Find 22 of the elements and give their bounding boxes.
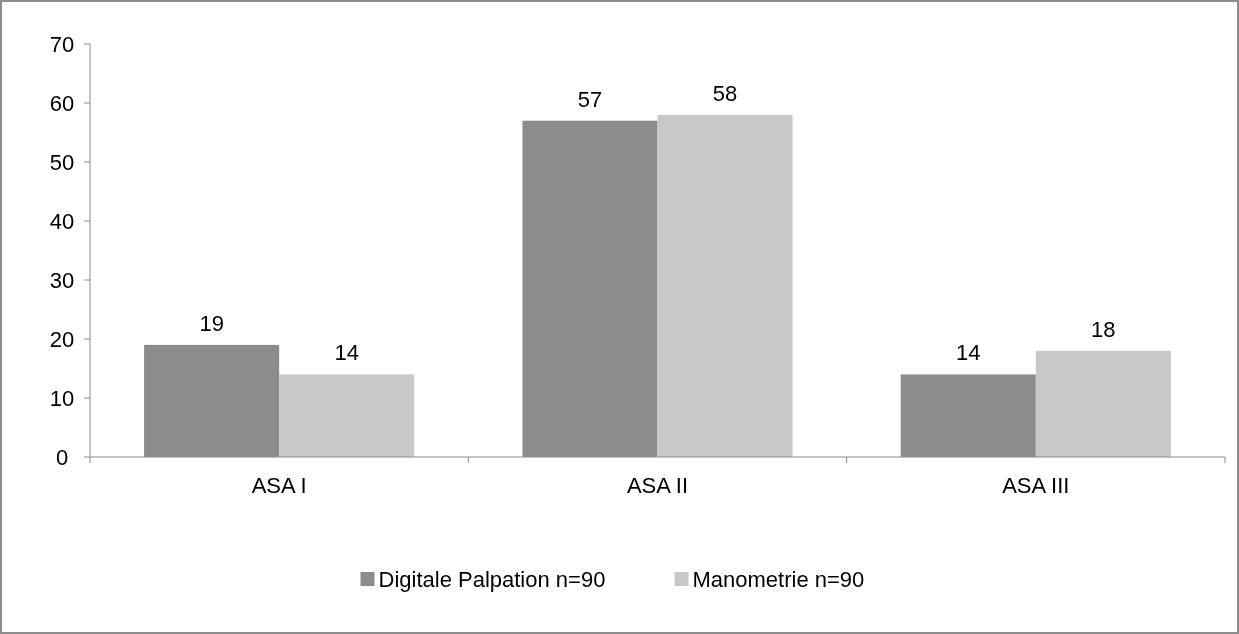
y-tick-label: 30 xyxy=(49,267,75,293)
data-label: 19 xyxy=(199,310,224,336)
y-tick-label: 70 xyxy=(49,31,75,57)
bar xyxy=(279,374,415,457)
bar xyxy=(657,114,793,457)
data-label: 58 xyxy=(712,80,738,106)
data-label: 14 xyxy=(334,340,359,366)
data-label: 14 xyxy=(956,340,981,366)
y-tick-label: 10 xyxy=(49,385,75,411)
data-label: 18 xyxy=(1091,316,1116,342)
legend-label: Manometrie n=90 xyxy=(692,566,865,592)
data-label: 57 xyxy=(577,86,603,112)
x-tick-label: ASA I xyxy=(251,473,307,498)
y-tick-label: 50 xyxy=(49,149,75,175)
y-tick-label: 60 xyxy=(49,90,75,116)
x-tick-label: ASA III xyxy=(1002,473,1070,498)
y-tick-label: 0 xyxy=(55,444,69,470)
legend-label: Digitale Palpation n=90 xyxy=(378,566,606,592)
y-tick-label: 40 xyxy=(49,208,75,234)
x-tick-label: ASA II xyxy=(626,473,689,498)
y-tick-label: 20 xyxy=(49,326,75,352)
bar xyxy=(1035,350,1171,457)
